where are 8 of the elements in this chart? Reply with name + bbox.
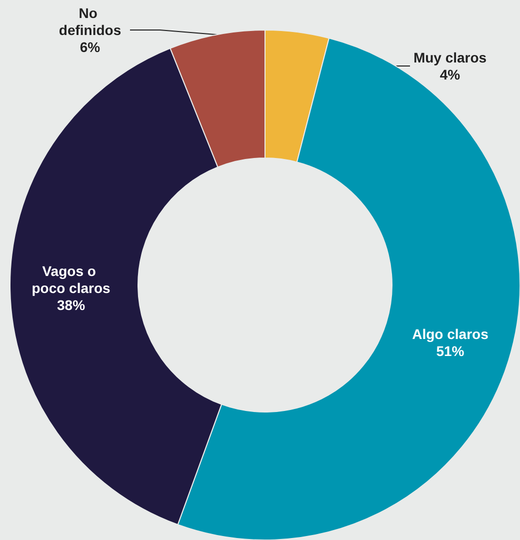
slice-label: Algo claros	[412, 326, 489, 342]
data-label: 51%	[436, 343, 465, 360]
data-label: 6%	[80, 39, 101, 55]
data-label: 38%	[57, 297, 86, 314]
slice-label: Vagos o poco claros	[32, 263, 111, 296]
data-label: 4%	[440, 66, 461, 82]
slice-label: No definidos	[58, 5, 122, 38]
slice-label: Muy claros	[413, 50, 487, 66]
